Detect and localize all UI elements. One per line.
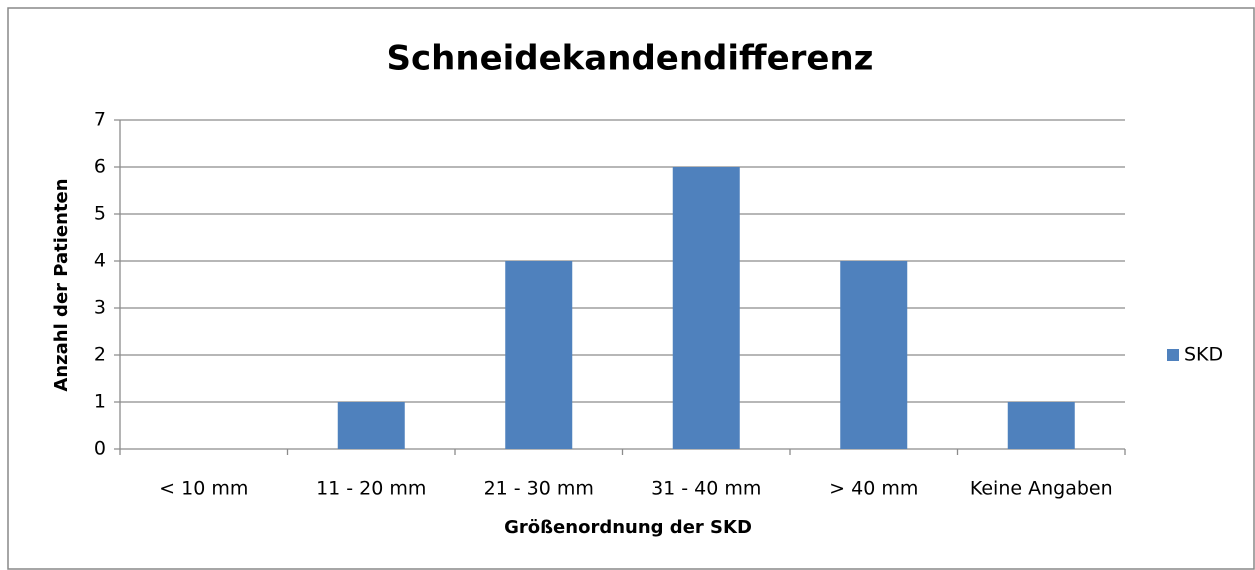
chart-title: Schneidekandendifferenz: [387, 39, 874, 79]
x-tick-label: > 40 mm: [829, 478, 918, 500]
bar: [505, 261, 573, 449]
legend-swatch: [1167, 349, 1179, 361]
x-tick-label: Keine Angaben: [970, 478, 1113, 500]
bar: [840, 261, 908, 449]
bar: [337, 402, 405, 449]
x-tick-label: 31 - 40 mm: [651, 478, 761, 500]
legend-label: SKD: [1184, 344, 1223, 366]
x-tick-label: < 10 mm: [159, 478, 248, 500]
y-tick-label: 5: [94, 203, 106, 225]
y-tick-label: 4: [94, 250, 106, 272]
y-tick-label: 0: [94, 438, 106, 460]
x-axis-label: Größenordnung der SKD: [504, 517, 752, 538]
chart-border: [7, 7, 1255, 570]
y-tick-label: 7: [94, 109, 106, 131]
y-axis-label: Anzahl der Patienten: [51, 178, 72, 391]
x-tick-label: 11 - 20 mm: [316, 478, 426, 500]
y-tick-label: 6: [94, 156, 106, 178]
bar: [672, 167, 740, 449]
bar: [1007, 402, 1075, 449]
y-tick-label: 3: [94, 297, 106, 319]
y-tick-label: 1: [94, 391, 106, 413]
x-tick-label: 21 - 30 mm: [484, 478, 594, 500]
y-tick-label: 2: [94, 344, 106, 366]
